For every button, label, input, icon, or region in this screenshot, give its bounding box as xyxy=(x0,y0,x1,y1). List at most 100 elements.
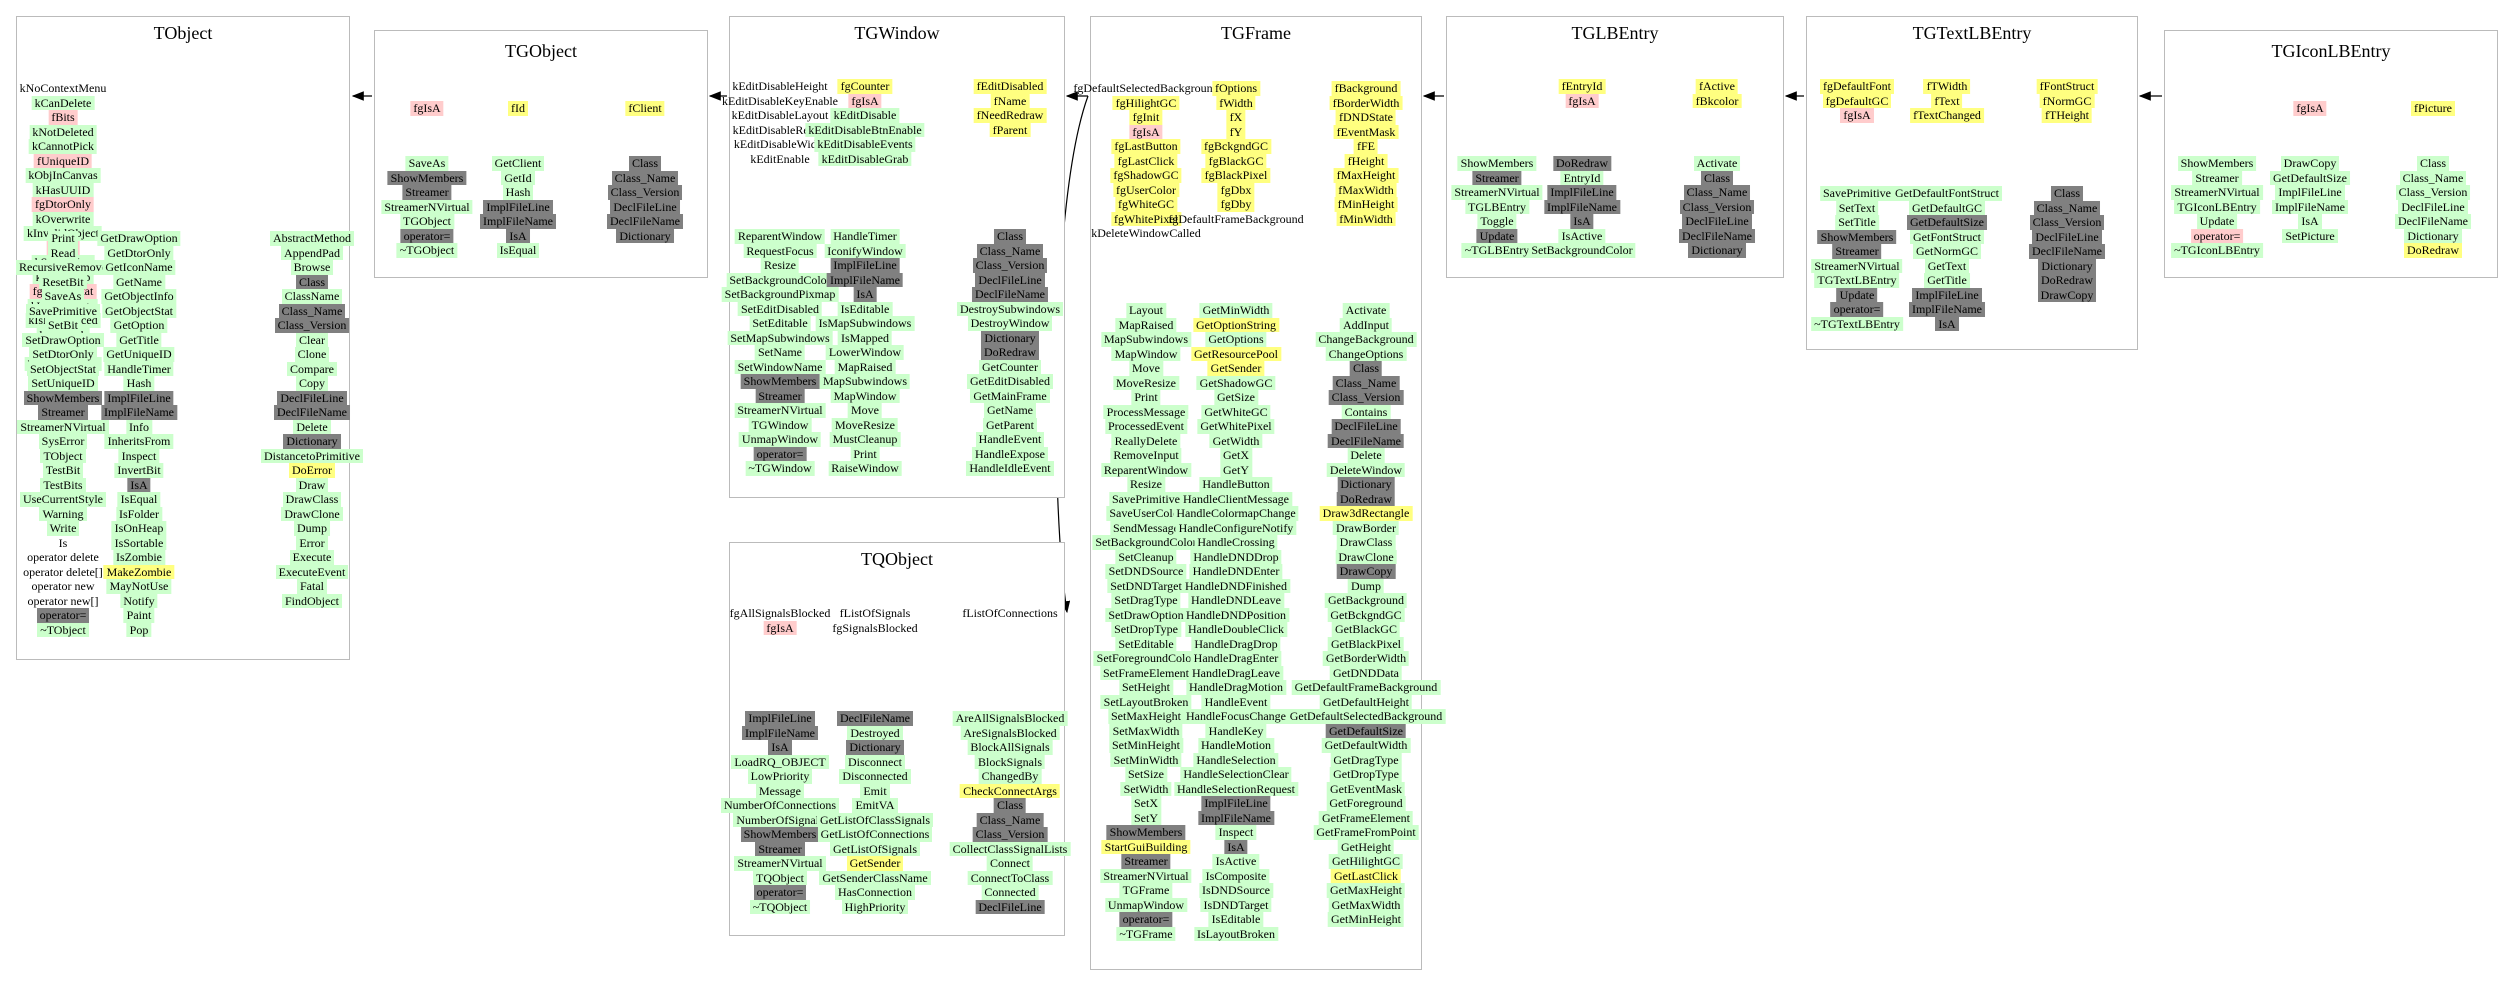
methods-column: Class Class_Name Class_Version DeclFileLine… xyxy=(2395,156,2471,258)
member-method: LowerWindow xyxy=(825,345,905,360)
member-field: kOverwrite xyxy=(32,211,94,226)
member-method: HandleTimer xyxy=(830,229,900,244)
member-field: fgLastButton xyxy=(1111,139,1181,154)
member-field: fgBlackPixel xyxy=(1201,168,1271,183)
member-method: IsA xyxy=(1224,839,1248,854)
member-method: StreamerNVirtual xyxy=(1451,185,1543,200)
member-method: Disconnect xyxy=(845,754,905,769)
member-field: kEditDisableEvents xyxy=(814,137,916,152)
member-method: DrawBorder xyxy=(1333,520,1399,535)
member-field: fId xyxy=(508,101,528,116)
member-method: GetLastClick xyxy=(1331,868,1401,883)
member-method: DeclFileLine xyxy=(2398,199,2468,214)
member-method: Move xyxy=(847,403,882,418)
member-method: ImplFileName xyxy=(480,214,556,229)
member-method: GetEditDisabled xyxy=(967,374,1053,389)
member-method: Class_Name xyxy=(1332,375,1400,390)
member-method: ChangedBy xyxy=(978,769,1042,784)
member-method: SetBackgroundPixmap xyxy=(721,287,839,302)
member-method: Print xyxy=(1131,390,1161,405)
member-method: DeclFileLine xyxy=(2032,229,2102,244)
member-method: Dictionary xyxy=(846,740,904,755)
member-method: GetListOfConnections xyxy=(817,827,933,842)
member-method: GetOptions xyxy=(1205,332,1267,347)
methods-column: DrawCopy GetDefaultSize ImplFileLine ImplFi… xyxy=(2270,156,2350,243)
member-method: HandleDragMotion xyxy=(1186,680,1286,695)
member-field: fgDby xyxy=(1217,197,1255,212)
member-method: HandleIdleEvent xyxy=(966,461,1054,476)
member-method: ResetBit xyxy=(39,274,87,289)
member-method: UseCurrentStyle xyxy=(19,492,106,507)
member-field: fgIsA xyxy=(848,93,882,108)
member-method: ShowMembers xyxy=(1457,156,1537,171)
methods-column: Activate Class Class_Name Class_Version Decl… xyxy=(1679,156,1755,258)
member-method: Pop xyxy=(126,622,152,637)
member-method: GetIconName xyxy=(102,260,176,275)
member-field: kDeleteWindowCalled xyxy=(1091,226,1201,240)
member-method: SetDrawOption xyxy=(1105,607,1187,622)
member-method: Streamer xyxy=(1121,854,1171,869)
member-field: fOptions xyxy=(1211,81,1260,96)
member-method: ~TGFrame xyxy=(1116,926,1176,941)
member-field: fNeedRedraw xyxy=(973,108,1047,123)
member-field: fgIsA xyxy=(1565,93,1599,108)
member-field: fHeight xyxy=(1344,153,1388,168)
member-method: StreamerNVirtual xyxy=(2171,185,2263,200)
member-method: Streamer xyxy=(755,841,805,856)
member-method: SetWidth xyxy=(1120,781,1172,796)
member-method: SetCleanup xyxy=(1115,549,1177,564)
member-method: Update xyxy=(2196,214,2238,229)
fields-column: kEditDisableHeight kEditDisableKeyEnable k… xyxy=(719,79,841,166)
member-method: Move xyxy=(1128,361,1163,376)
member-field: fgDefaultFont xyxy=(1820,79,1894,94)
member-field: fBackground xyxy=(1331,81,1401,96)
member-method: LowPriority xyxy=(747,769,813,784)
member-field: fBorderWidth xyxy=(1329,95,1403,110)
member-method: StreamerNVirtual xyxy=(17,419,109,434)
fields-column: fEditDisabled fName fNeedRedraw fParent xyxy=(973,79,1047,137)
member-method: Class_Name xyxy=(2399,170,2467,185)
member-method: StreamerNVirtual xyxy=(734,856,826,871)
member-method: GetDefaultSize xyxy=(1907,215,1987,230)
member-method: SaveAs xyxy=(41,289,85,304)
member-method: Destroyed xyxy=(847,725,903,740)
member-field: kEditDisableBtnEnable xyxy=(805,122,925,137)
member-method: Class_Version xyxy=(1328,390,1404,405)
member-method: HighPriority xyxy=(841,899,909,914)
member-method: IsMapSubwindows xyxy=(815,316,915,331)
member-method: GetParent xyxy=(983,417,1037,432)
member-method: GetClient xyxy=(491,156,545,171)
member-method: MoveResize xyxy=(1113,375,1179,390)
member-method: HasConnection xyxy=(835,885,915,900)
member-method: TGObject xyxy=(400,214,454,229)
member-method: IsOnHeap xyxy=(111,521,167,536)
member-field: fgSignalsBlocked xyxy=(832,620,918,635)
member-method: Class_Name xyxy=(976,812,1044,827)
member-field: kCannotPick xyxy=(28,139,97,154)
member-method: AreSignalsBlocked xyxy=(960,725,1060,740)
member-method: IsComposite xyxy=(1202,868,1270,883)
member-method: Disconnected xyxy=(839,769,911,784)
member-field: kNoContextMenu xyxy=(19,81,107,95)
member-method: DrawCopy xyxy=(1336,564,1396,579)
member-field: fTWidth xyxy=(1923,79,1971,94)
member-method: DeclFileLine xyxy=(975,899,1045,914)
class-box-tqobject: TQObject fgAllSignalsBlocked fgIsA fListOfS… xyxy=(721,542,1071,936)
member-method: StreamerNVirtual xyxy=(1811,258,1903,273)
member-method: GetMinWidth xyxy=(1199,303,1273,318)
member-method: ~TObject xyxy=(37,622,89,637)
class-box-tglbentry: TGLBEntry fEntryId fgIsA fActive fBkcolor Sho… xyxy=(1446,16,1784,278)
member-method: AppendPad xyxy=(280,245,343,260)
member-method: MoveResize xyxy=(832,417,898,432)
member-method: ReallyDelete xyxy=(1111,433,1181,448)
member-method: operator= xyxy=(753,446,807,461)
member-method: MapRaised xyxy=(1115,317,1177,332)
member-method: operator= xyxy=(400,228,454,243)
member-method: DoRedraw xyxy=(1553,156,1611,171)
member-field: fgIsA xyxy=(2293,101,2327,116)
member-field: fgDefaultGC xyxy=(1822,93,1892,108)
member-method: ImplFileLine xyxy=(1201,796,1271,811)
member-field: fMinHeight xyxy=(1334,197,1398,212)
member-method: DistancetoPrimitive xyxy=(261,448,363,463)
member-method: Update xyxy=(1476,228,1518,243)
